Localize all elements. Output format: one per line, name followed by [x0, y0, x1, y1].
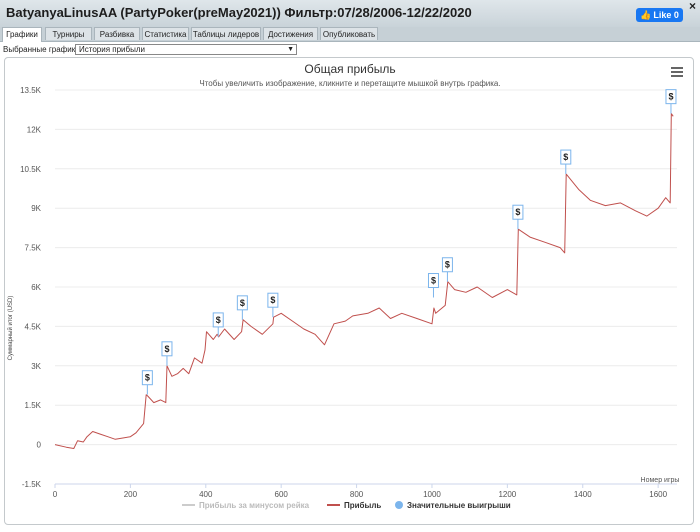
- big-win-flag[interactable]: $: [427, 273, 439, 298]
- chart-title: Общая прибыль: [304, 62, 395, 76]
- tab-charts[interactable]: Графики: [2, 27, 42, 42]
- y-tick-label: 4.5K: [25, 322, 42, 331]
- x-tick-label: 1400: [574, 490, 592, 499]
- chart-select-value: История прибыли: [79, 45, 145, 54]
- window-title: BatyanyaLinusAA (PartyPoker(preMay2021))…: [6, 5, 472, 20]
- big-win-flag[interactable]: $: [665, 89, 677, 114]
- facebook-like-button[interactable]: 👍 Like 0: [636, 8, 683, 22]
- big-win-flag[interactable]: $: [560, 149, 572, 175]
- x-tick-label: 1000: [423, 490, 441, 499]
- tab-statistics[interactable]: Статистика: [142, 27, 189, 40]
- y-tick-label: 13.5K: [20, 86, 42, 95]
- y-tick-label: 9K: [31, 204, 41, 213]
- close-icon[interactable]: ×: [689, 0, 697, 13]
- tab-achievements[interactable]: Достижения: [263, 27, 318, 40]
- svg-text:$: $: [216, 315, 221, 325]
- big-win-flag[interactable]: $: [512, 204, 524, 230]
- chart-container: Общая прибыль Чтобы увеличить изображени…: [4, 57, 694, 525]
- tab-publish[interactable]: Опубликовать: [320, 27, 378, 40]
- chart-selector-label: Выбранные графики:: [3, 45, 82, 54]
- svg-text:$: $: [563, 152, 568, 162]
- x-axis-label: Номер игры: [641, 477, 680, 484]
- y-tick-label: 3K: [31, 362, 41, 371]
- tab-tournaments[interactable]: Турниры: [45, 27, 92, 40]
- legend-rake-label[interactable]: Прибыль за минусом рейка: [199, 501, 310, 510]
- y-tick-label: 1.5K: [25, 401, 42, 410]
- axis-ticks: -1.5K 0 1.5K 3K 4.5K 6K 7.5K 9K 10.5K 12K 13.5K 0 20…: [20, 86, 677, 499]
- svg-text:$: $: [270, 295, 275, 305]
- x-tick-label: 200: [124, 490, 138, 499]
- chart-select-dropdown[interactable]: История прибыли ▼: [75, 44, 297, 55]
- big-win-flag[interactable]: $: [212, 312, 224, 337]
- chart-selector-row: Выбранные графики: История прибыли ▼: [0, 44, 700, 56]
- legend-profit-label[interactable]: Прибыль: [344, 501, 381, 510]
- x-tick-label: 400: [199, 490, 213, 499]
- legend-bigwins-label[interactable]: Значительные выигрыши: [407, 501, 511, 510]
- profit-line[interactable]: [54, 113, 674, 449]
- like-label: Like 0: [653, 10, 679, 20]
- svg-text:$: $: [431, 276, 436, 286]
- svg-text:$: $: [145, 373, 150, 383]
- chart-legend: Прибыль за минусом рейка Прибыль Значите…: [182, 501, 511, 510]
- x-tick-label: 800: [350, 490, 364, 499]
- chevron-down-icon: ▼: [287, 46, 294, 53]
- big-win-flag[interactable]: $: [161, 341, 173, 366]
- tab-leaderboards[interactable]: Таблицы лидеров: [191, 27, 261, 40]
- big-win-flag[interactable]: $: [141, 370, 153, 395]
- thumbs-up-icon: 👍: [640, 9, 652, 20]
- menu-icon[interactable]: [671, 67, 683, 77]
- big-win-flag[interactable]: $: [441, 257, 453, 282]
- grid-lines: [55, 89, 677, 485]
- series-lines: [54, 113, 674, 449]
- window-titlebar: BatyanyaLinusAA (PartyPoker(preMay2021))…: [0, 0, 700, 27]
- x-tick-label: 1600: [649, 490, 667, 499]
- tab-breakdown[interactable]: Разбивка: [94, 27, 140, 40]
- tab-bar: Графики Турниры Разбивка Статистика Табл…: [0, 27, 700, 42]
- y-tick-label: 6K: [31, 283, 41, 292]
- x-tick-label: 600: [275, 490, 289, 499]
- significant-wins-markers: $ $ $ $ $ $ $ $ $ $: [141, 89, 677, 395]
- y-tick-label: 7.5K: [25, 244, 42, 253]
- svg-text:$: $: [668, 92, 673, 102]
- x-tick-label: 1200: [498, 490, 516, 499]
- chart-subtitle: Чтобы увеличить изображение, кликните и …: [199, 79, 500, 88]
- x-tick-label: 0: [53, 490, 58, 499]
- svg-text:$: $: [164, 344, 169, 354]
- y-axis-label: Суммарный итог (USD): [7, 296, 14, 361]
- y-tick-label: 0: [37, 441, 42, 450]
- svg-text:$: $: [240, 298, 245, 308]
- profit-chart[interactable]: Общая прибыль Чтобы увеличить изображени…: [5, 58, 693, 524]
- svg-text:$: $: [515, 207, 520, 217]
- y-tick-label: 12K: [27, 125, 42, 134]
- big-win-flag[interactable]: $: [267, 292, 279, 318]
- legend-bigwins-swatch: [395, 501, 403, 509]
- y-tick-label: -1.5K: [22, 480, 42, 489]
- svg-text:$: $: [445, 260, 450, 270]
- y-tick-label: 10.5K: [20, 165, 42, 174]
- big-win-flag[interactable]: $: [236, 295, 248, 320]
